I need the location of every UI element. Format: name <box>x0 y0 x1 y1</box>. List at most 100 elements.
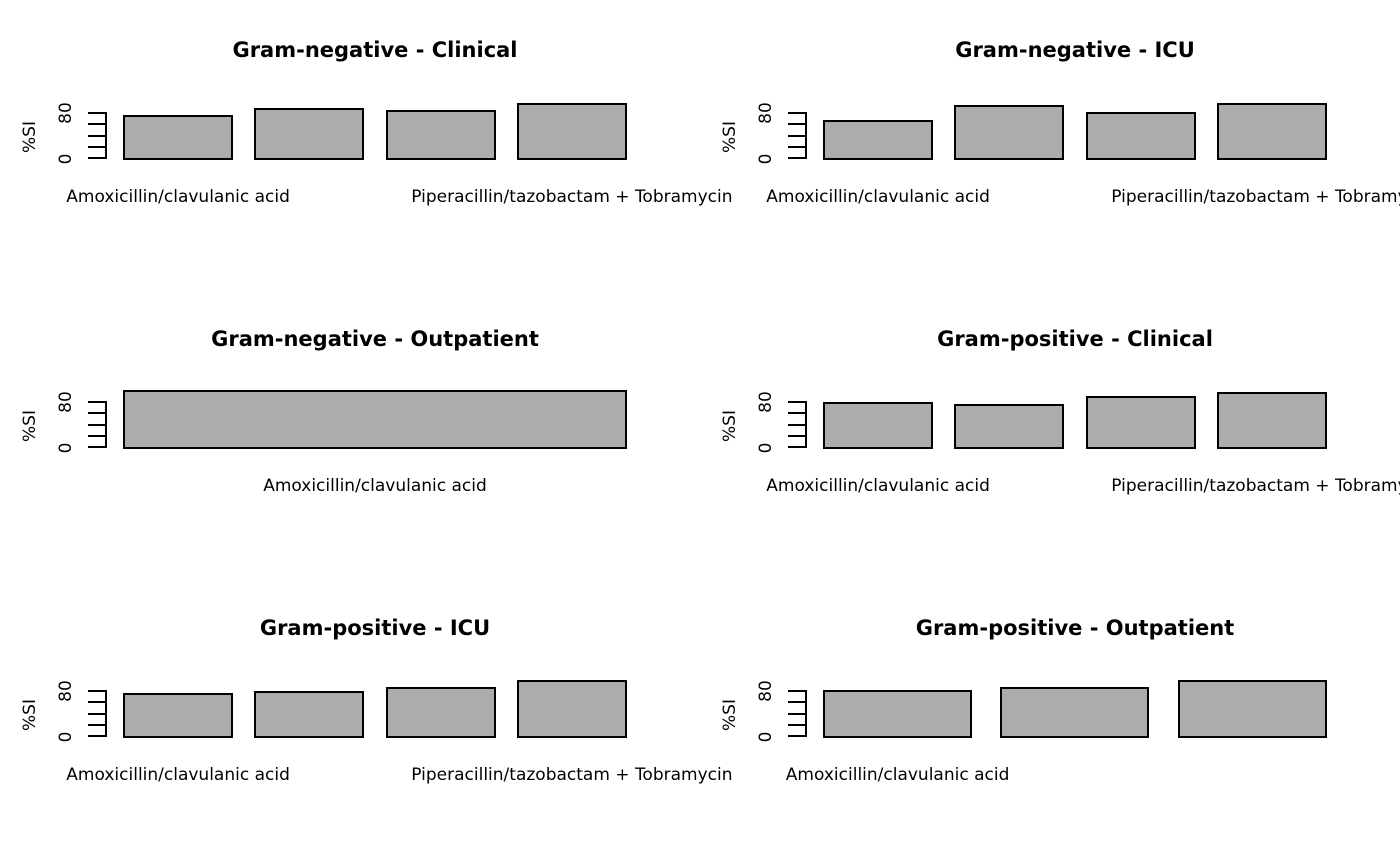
y-axis <box>788 690 807 737</box>
y-axis-tick-mark <box>88 123 105 125</box>
y-axis-tick-mark <box>88 713 105 715</box>
y-axis-tick-mark <box>788 446 805 448</box>
y-axis <box>88 401 107 448</box>
y-axis-title: %SI <box>720 699 740 731</box>
bar <box>123 693 234 738</box>
y-tick-label-0: 0 <box>756 731 776 743</box>
y-axis-title: %SI <box>720 410 740 442</box>
y-axis-tick-mark <box>788 135 805 137</box>
y-tick-label-80: 80 <box>756 680 776 702</box>
x-axis-labels: Amoxicillin/clavulanic acid <box>0 476 700 500</box>
chart-panel-gram-negative-clinical: Gram-negative - Clinical %SI 80 0 Amoxic… <box>0 0 733 289</box>
y-axis <box>88 112 107 159</box>
bar <box>954 404 1065 449</box>
x-axis-bar-label: Piperacillin/tazobactam + Tobramycin <box>411 765 733 785</box>
x-axis-bar-label: Amoxicillin/clavulanic acid <box>766 476 990 496</box>
x-axis-labels: Amoxicillin/clavulanic acid Piperacillin/… <box>700 476 1400 500</box>
bar <box>254 691 365 738</box>
chart-panel-gram-negative-outpatient: Gram-negative - Outpatient %SI 80 0 Amox… <box>0 289 700 578</box>
y-axis-tick-mark <box>788 435 805 437</box>
y-axis-title: %SI <box>20 410 40 442</box>
panel-title: Gram-positive - Outpatient <box>915 616 1235 640</box>
bar <box>123 115 234 160</box>
bar <box>1216 103 1327 160</box>
y-tick-label-80: 80 <box>56 391 76 413</box>
bar <box>385 110 496 160</box>
y-axis-tick-mark <box>788 424 805 426</box>
x-axis-labels: Amoxicillin/clavulanic acid Piperacillin/… <box>0 765 732 789</box>
bar <box>954 105 1065 160</box>
x-axis-bar-label: Amoxicillin/clavulanic acid <box>66 765 290 785</box>
y-axis-tick-mark <box>88 735 105 737</box>
bar <box>123 390 627 449</box>
panel-title: Gram-positive - ICU <box>259 616 491 640</box>
x-axis-bar-label: Amoxicillin/clavulanic acid <box>766 187 990 207</box>
y-axis <box>788 112 807 159</box>
y-tick-label-0: 0 <box>56 731 76 743</box>
y-axis-tick-mark <box>788 401 805 403</box>
chart-panel-gram-positive-icu: Gram-positive - ICU %SI 80 0 Amoxicillin… <box>0 578 733 866</box>
y-tick-label-80: 80 <box>756 391 776 413</box>
x-axis-labels: Amoxicillin/clavulanic acid Piperacillin/… <box>0 187 732 211</box>
bar <box>1216 392 1327 449</box>
chart-panel-gram-negative-icu: Gram-negative - ICU %SI 80 0 Amoxicillin… <box>700 0 1400 289</box>
y-axis-tick-mark <box>788 112 805 114</box>
y-axis-title: %SI <box>20 121 40 153</box>
y-axis-tick-mark <box>88 424 105 426</box>
bar <box>823 120 934 160</box>
plot-area <box>123 100 627 160</box>
bar <box>1000 687 1150 738</box>
bar <box>516 680 627 738</box>
bar <box>1085 396 1196 449</box>
y-axis-tick-mark <box>88 701 105 703</box>
y-axis-tick-mark <box>88 146 105 148</box>
panel-title: Gram-negative - ICU <box>955 38 1195 62</box>
x-axis-bar-label: Piperacillin/tazobactam + Tobramycin <box>1111 476 1400 496</box>
bar <box>823 402 934 449</box>
y-axis-tick-mark <box>88 724 105 726</box>
y-axis-tick-mark <box>788 724 805 726</box>
y-axis <box>88 690 107 737</box>
x-axis-labels: Amoxicillin/clavulanic acid Piperacillin/… <box>700 187 1400 211</box>
y-tick-label-80: 80 <box>56 102 76 124</box>
y-axis <box>788 401 807 448</box>
y-tick-label-80: 80 <box>56 680 76 702</box>
y-axis-tick-mark <box>788 157 805 159</box>
panel-title: Gram-negative - Outpatient <box>211 327 539 351</box>
y-axis-tick-mark <box>88 135 105 137</box>
x-axis-bar-label: Piperacillin/tazobactam + Tobramycin <box>1111 187 1400 207</box>
y-axis-tick-mark <box>88 401 105 403</box>
y-axis-tick-mark <box>788 735 805 737</box>
x-axis-labels: Amoxicillin/clavulanic acid <box>700 765 1400 789</box>
chart-panel-gram-positive-clinical: Gram-positive - Clinical %SI 80 0 Amoxic… <box>700 289 1400 578</box>
plot-area <box>823 389 1327 449</box>
bar <box>1177 680 1327 738</box>
plot-area <box>123 678 627 738</box>
y-tick-label-80: 80 <box>756 102 776 124</box>
y-axis-tick-mark <box>88 690 105 692</box>
y-axis-title: %SI <box>720 121 740 153</box>
panel-title: Gram-negative - Clinical <box>232 38 518 62</box>
plot-area <box>123 389 627 449</box>
y-tick-label-0: 0 <box>756 153 776 165</box>
bar <box>254 108 365 160</box>
y-axis-title: %SI <box>20 699 40 731</box>
bar <box>385 687 496 738</box>
bar <box>1085 112 1196 160</box>
x-axis-bar-label: Amoxicillin/clavulanic acid <box>263 476 487 496</box>
y-axis-tick-mark <box>788 146 805 148</box>
y-axis-tick-mark <box>88 446 105 448</box>
chart-panel-gram-positive-outpatient: Gram-positive - Outpatient %SI 80 0 Amox… <box>700 578 1400 866</box>
y-axis-tick-mark <box>88 435 105 437</box>
y-tick-label-0: 0 <box>756 442 776 454</box>
y-tick-label-0: 0 <box>56 442 76 454</box>
bar <box>823 690 973 738</box>
x-axis-bar-label: Amoxicillin/clavulanic acid <box>66 187 290 207</box>
x-axis-bar-label: Piperacillin/tazobactam + Tobramycin <box>411 187 733 207</box>
y-axis-tick-mark <box>788 412 805 414</box>
y-tick-label-0: 0 <box>56 153 76 165</box>
y-axis-tick-mark <box>788 713 805 715</box>
plot-area <box>823 100 1327 160</box>
y-axis-tick-mark <box>788 690 805 692</box>
